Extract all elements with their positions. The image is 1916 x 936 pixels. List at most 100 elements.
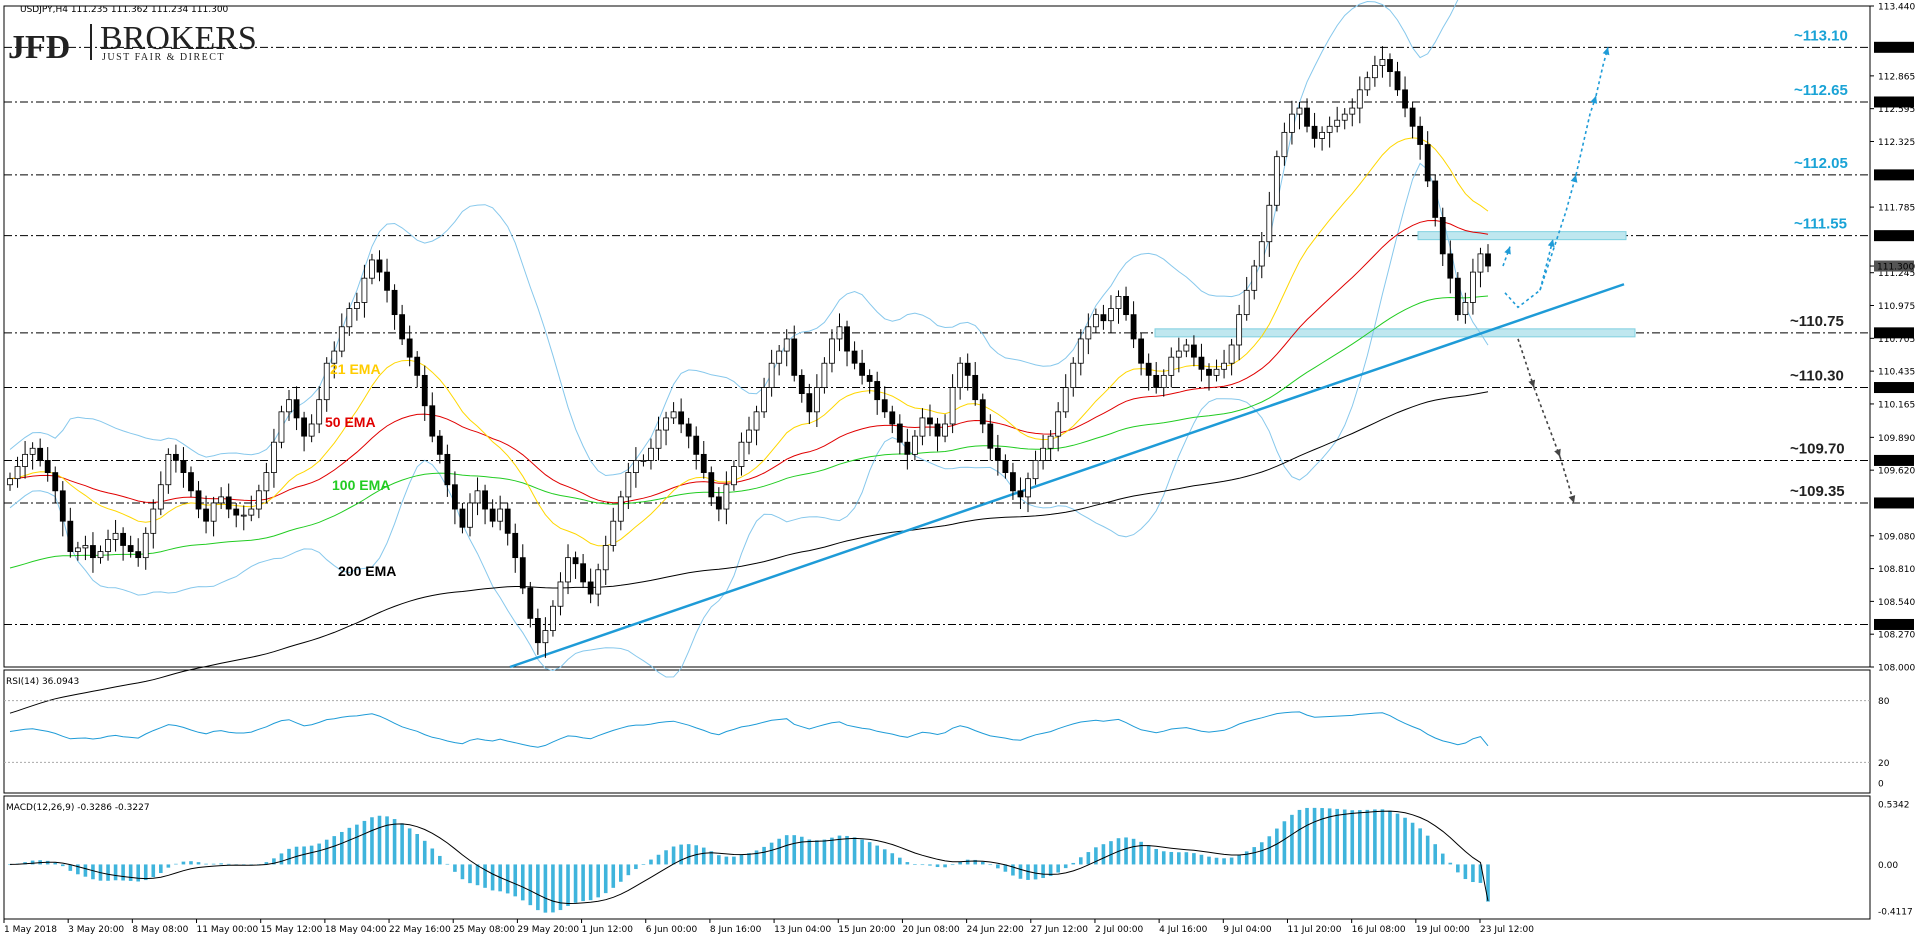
bear-candle bbox=[482, 490, 488, 510]
bull-candle bbox=[776, 350, 783, 364]
x-tick-label: 11 Jul 20:00 bbox=[1287, 925, 1341, 935]
level-price-box bbox=[1874, 382, 1914, 394]
bear-candle bbox=[859, 362, 866, 376]
macd-bar bbox=[777, 838, 781, 865]
current-price-box bbox=[1874, 260, 1914, 272]
macd-bar bbox=[415, 834, 420, 865]
macd-bar bbox=[671, 846, 676, 865]
bear-candle bbox=[44, 460, 51, 473]
macd-bar bbox=[1161, 851, 1166, 865]
bear-candle bbox=[806, 393, 813, 413]
bull-candle bbox=[248, 508, 255, 516]
bull-candle bbox=[1047, 435, 1054, 449]
x-tick-label: 8 May 08:00 bbox=[132, 925, 188, 935]
macd-bar bbox=[445, 863, 450, 865]
bear-candle bbox=[1191, 344, 1197, 358]
bear-candle bbox=[90, 545, 96, 559]
logo-tagline: JUST FAIR & DIRECT bbox=[102, 52, 225, 63]
macd-bar bbox=[913, 864, 917, 865]
macd-tick-label: 0.5342 bbox=[1878, 801, 1910, 811]
bear-candle bbox=[391, 289, 398, 316]
bull-candle bbox=[323, 362, 330, 401]
macd-bar bbox=[1003, 864, 1008, 872]
bull-candle bbox=[1243, 289, 1250, 316]
macd-bar bbox=[965, 859, 970, 865]
rsi-title: RSI(14) 36.0943 bbox=[6, 677, 79, 687]
bull-candle bbox=[29, 447, 36, 455]
x-tick-label: 15 May 12:00 bbox=[261, 925, 323, 935]
macd-bar bbox=[189, 861, 193, 865]
bear-candle bbox=[172, 453, 179, 461]
bull-candle bbox=[22, 453, 28, 467]
bull-candle bbox=[753, 411, 760, 431]
bear-arrow-1-head bbox=[1528, 379, 1536, 388]
macd-bar bbox=[649, 859, 653, 865]
macd-bar bbox=[551, 864, 555, 913]
bull-candle bbox=[617, 496, 624, 522]
level-price-box bbox=[1874, 618, 1914, 630]
macd-bar bbox=[1320, 808, 1324, 865]
macd-bar bbox=[106, 864, 110, 881]
bear-candle bbox=[195, 490, 202, 510]
macd-bar bbox=[943, 864, 947, 868]
bull-candle bbox=[150, 508, 157, 534]
macd-bar bbox=[483, 864, 487, 888]
bear-candle bbox=[587, 581, 594, 595]
macd-bar bbox=[1425, 835, 1430, 865]
macd-bar bbox=[385, 816, 389, 865]
macd-bar bbox=[950, 864, 955, 866]
bear-candle bbox=[934, 423, 941, 437]
ema21-label: 21 EMA bbox=[330, 361, 381, 377]
bull-candle bbox=[278, 411, 285, 443]
macd-bar bbox=[732, 856, 736, 865]
macd-bar bbox=[792, 835, 797, 865]
bull-candle bbox=[1266, 204, 1273, 243]
bull-candle bbox=[783, 338, 790, 352]
macd-bar bbox=[717, 855, 721, 865]
bull-arrow-1-head bbox=[1504, 246, 1511, 255]
macd-bar bbox=[1478, 864, 1483, 883]
bull-candle bbox=[655, 429, 662, 449]
macd-bar bbox=[1237, 854, 1241, 865]
macd-bar bbox=[1078, 857, 1083, 865]
macd-bar bbox=[1297, 809, 1302, 865]
macd-bar bbox=[588, 864, 593, 901]
macd-bar bbox=[505, 864, 510, 894]
bull-candle bbox=[602, 545, 609, 571]
bear-candle bbox=[1432, 180, 1439, 218]
macd-bar bbox=[1486, 864, 1490, 902]
bull-candle bbox=[1319, 131, 1326, 139]
level-price-box bbox=[1874, 327, 1914, 339]
macd-bar bbox=[181, 861, 186, 865]
level-label: ~111.55 bbox=[1794, 216, 1847, 233]
macd-bar bbox=[1048, 864, 1053, 876]
x-tick-label: 23 Jul 12:00 bbox=[1480, 925, 1534, 935]
bull-candle bbox=[1062, 387, 1069, 413]
bull-candle bbox=[112, 532, 119, 540]
macd-bar bbox=[679, 844, 683, 865]
macd-bar bbox=[520, 864, 525, 901]
bull-candle bbox=[1236, 314, 1243, 346]
rsi-tick-label: 80 bbox=[1878, 697, 1890, 707]
y-tick-label: 109.620 bbox=[1878, 467, 1915, 477]
macd-bar bbox=[762, 846, 766, 865]
macd-bar bbox=[558, 864, 563, 911]
y-tick-label: 108.000 bbox=[1878, 664, 1915, 674]
macd-bar bbox=[611, 864, 616, 888]
level-price-box bbox=[1874, 169, 1914, 181]
bear-candle bbox=[964, 362, 971, 376]
bull-candle bbox=[746, 429, 752, 443]
level-price-text: 112.050 bbox=[1877, 171, 1914, 181]
macd-bar bbox=[128, 864, 133, 881]
macd-bar bbox=[1327, 808, 1332, 865]
bear-candle bbox=[844, 326, 850, 352]
y-tick-label: 113.440 bbox=[1878, 3, 1915, 13]
macd-bar bbox=[8, 864, 12, 866]
macd-bar bbox=[1063, 864, 1068, 869]
macd-bar bbox=[747, 853, 751, 865]
macd-bar bbox=[136, 864, 140, 882]
x-tick-label: 1 May 2018 bbox=[4, 925, 57, 935]
macd-bar bbox=[1350, 810, 1355, 865]
macd-bar bbox=[536, 864, 540, 911]
